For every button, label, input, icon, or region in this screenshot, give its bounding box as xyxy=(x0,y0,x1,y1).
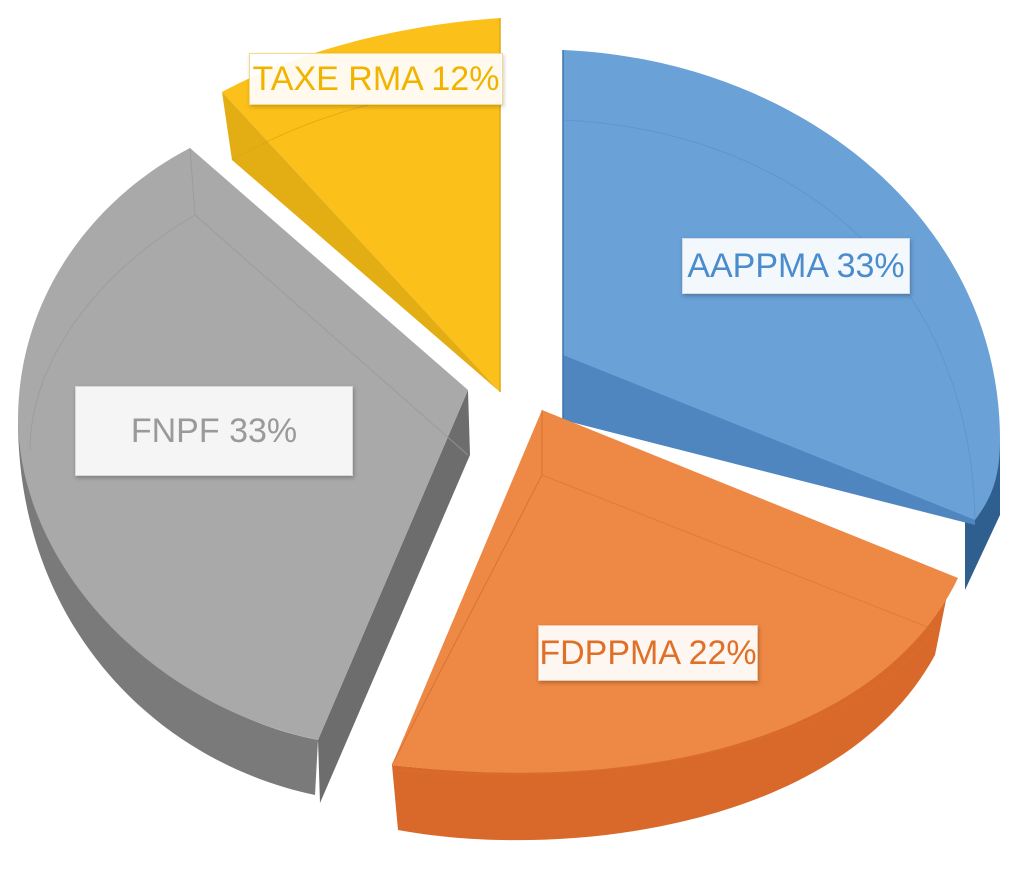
data-label-aappma: AAPPMA 33% xyxy=(682,238,910,294)
slice-fnpf-rim xyxy=(29,214,196,451)
slice-fdppma-top xyxy=(392,410,958,773)
slice-aappma-rim xyxy=(562,119,976,521)
data-label-taxe: TAXE RMA 12% xyxy=(249,53,503,105)
slice-fnpf-outer-wall xyxy=(18,420,318,795)
data-label-fnpf: FNPF 33% xyxy=(75,386,353,476)
slice-taxe-cut-wall xyxy=(222,92,500,392)
slice-fdppma-front-wall xyxy=(392,580,950,841)
slice-aappma-front xyxy=(563,355,975,525)
slice-fdppma-rim xyxy=(397,474,936,775)
data-label-fdppma: FDPPMA 22% xyxy=(538,625,758,681)
slice-fnpf-cut-wall xyxy=(318,390,470,803)
slice-taxe-top xyxy=(222,18,500,392)
slice-fdppma xyxy=(391,410,958,841)
